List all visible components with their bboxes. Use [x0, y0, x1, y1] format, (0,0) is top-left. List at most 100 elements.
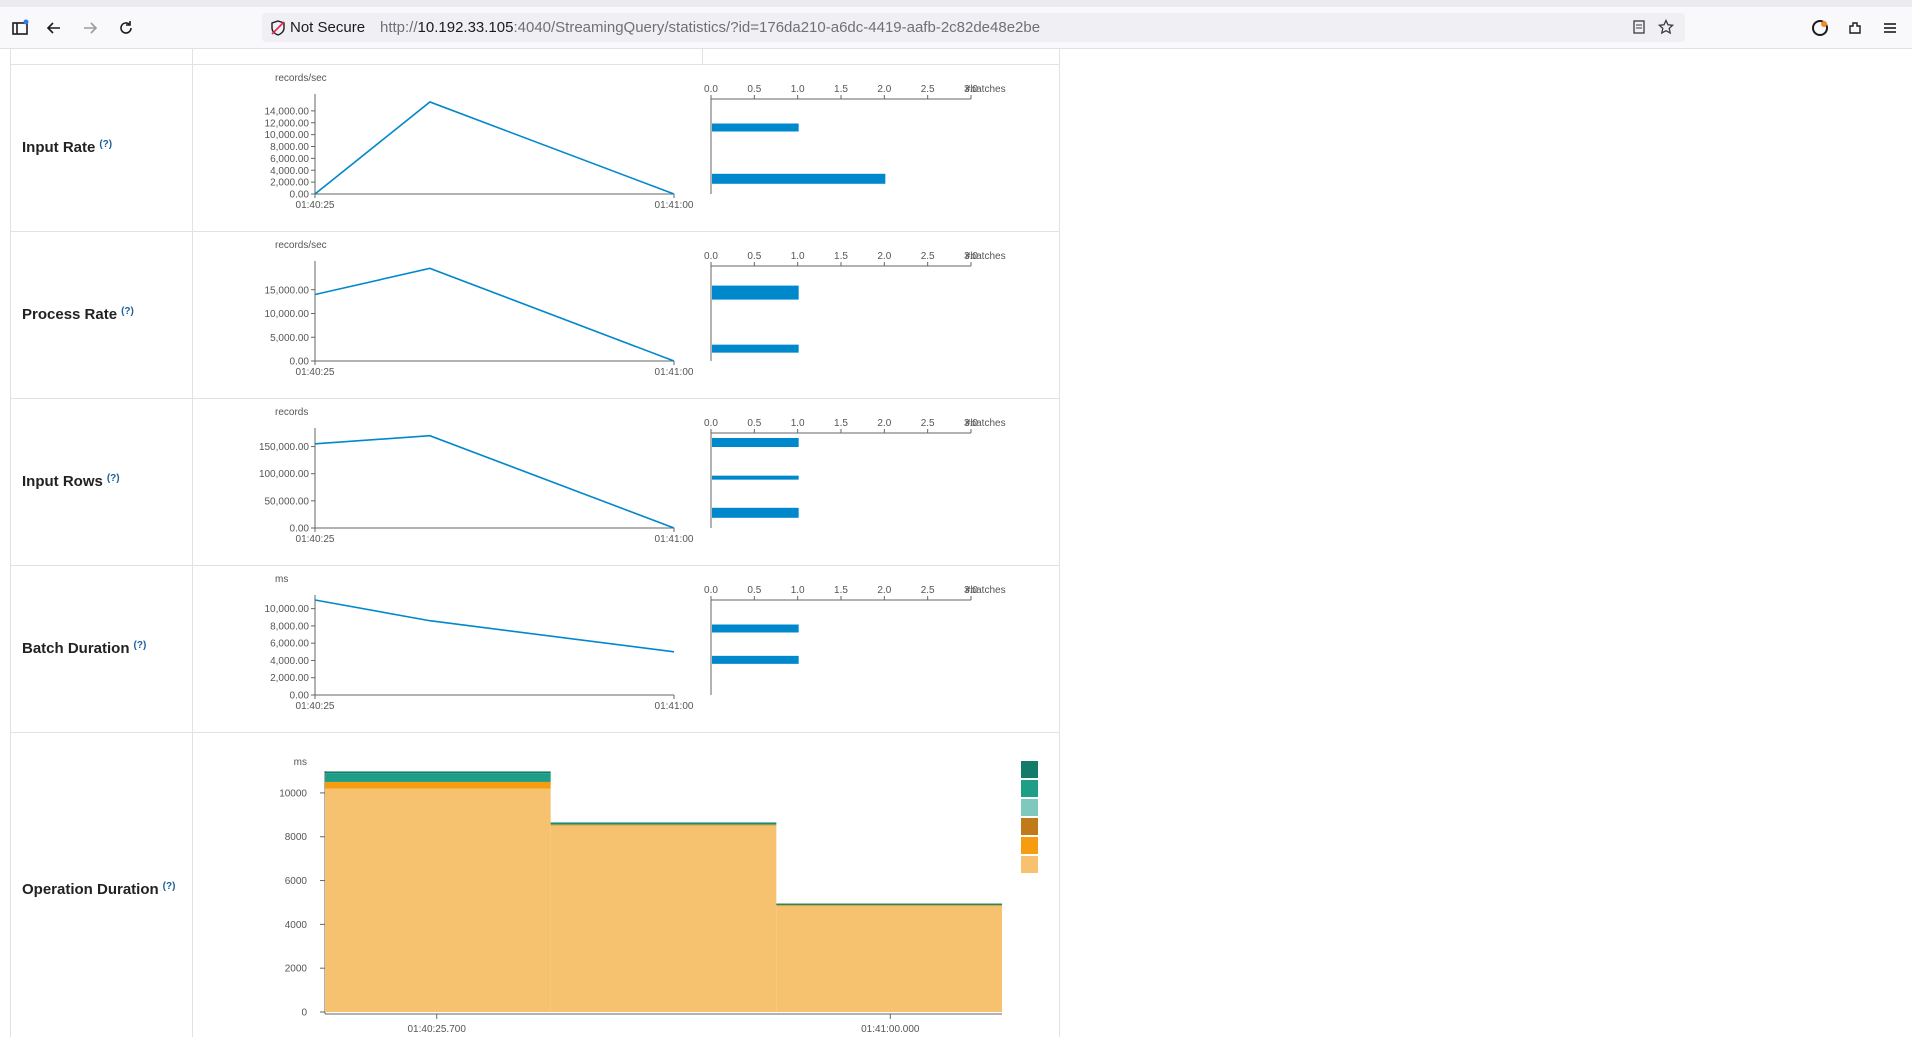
area-segment: [550, 824, 777, 826]
hist-x-tick-label: 1.5: [834, 418, 848, 429]
y-tick-label: 6000: [285, 876, 308, 887]
row-title: Batch Duration: [22, 640, 130, 657]
hist-x-tick-label: 2.5: [921, 585, 935, 596]
hist-x-tick-label: 2.0: [877, 418, 891, 429]
y-axis-unit-label: ms: [275, 574, 288, 585]
security-label: Not Secure: [290, 19, 366, 36]
hist-unit-label: #batches: [965, 418, 1006, 429]
help-tooltip-icon[interactable]: (?): [99, 139, 113, 150]
batch-duration-label: Batch Duration (?): [22, 640, 146, 657]
process-rate-label: Process Rate (?): [22, 306, 134, 323]
legend-swatch: [1021, 818, 1038, 835]
hist-unit-label: #batches: [965, 251, 1006, 262]
extensions-puzzle-icon[interactable]: [1843, 16, 1867, 40]
y-axis-unit-label: records: [275, 407, 308, 418]
tab-strip: [0, 0, 1912, 7]
menu-icon[interactable]: [1878, 16, 1902, 40]
hist-x-tick-label: 2.0: [877, 84, 891, 95]
y-tick-label: 10,000.00: [265, 130, 310, 141]
x-tick-label: 01:41:00.000: [861, 1024, 920, 1035]
sidebar-toggle-icon[interactable]: [8, 16, 32, 40]
input-rows-label: Input Rows (?): [22, 473, 120, 490]
row-divider: [10, 732, 1060, 733]
reader-mode-icon[interactable]: [1627, 15, 1651, 39]
security-indicator[interactable]: Not Secure: [270, 13, 365, 42]
hist-bar: [712, 123, 799, 132]
x-tick-label: 01:40:25: [296, 200, 335, 211]
hist-x-tick-label: 0.0: [704, 418, 718, 429]
input-rate-label: Input Rate (?): [22, 139, 112, 156]
hist-x-tick-label: 2.5: [921, 251, 935, 262]
y-tick-label: 5,000.00: [270, 333, 309, 344]
row-title: Process Rate: [22, 306, 118, 323]
hist-x-tick-label: 1.0: [791, 418, 805, 429]
area-segment: [325, 771, 551, 774]
y-axis-unit-label: records/sec: [275, 73, 327, 84]
hist-unit-label: #batches: [965, 84, 1006, 95]
legend-swatch: [1021, 856, 1038, 873]
y-tick-label: 8,000.00: [270, 621, 309, 632]
y-tick-label: 0.00: [290, 524, 310, 535]
area-segment: [776, 903, 1002, 905]
browser-toolbar: Not Secure http://10.192.33.105:4040/Str…: [0, 0, 1912, 49]
hist-x-tick-label: 1.0: [791, 585, 805, 596]
y-tick-label: 2,000.00: [270, 673, 309, 684]
legend-swatch: [1021, 837, 1038, 854]
hist-x-tick-label: 3.0: [964, 251, 978, 262]
table-border: [702, 49, 703, 64]
y-tick-label: 8000: [285, 832, 308, 843]
hist-x-tick-label: 1.0: [791, 84, 805, 95]
series-line: [314, 267, 675, 362]
x-tick-label: 01:40:25.700: [408, 1024, 467, 1035]
forward-icon[interactable]: [78, 16, 102, 40]
page-content: Input Rate (?) Process Rate (?) Input Rows…: [0, 49, 1912, 1037]
hist-x-tick-label: 1.5: [834, 251, 848, 262]
charts-canvas: records/sec0.002,000.004,000.006,000.008…: [259, 73, 1038, 1035]
hist-x-tick-label: 1.0: [791, 251, 805, 262]
help-tooltip-icon[interactable]: (?): [133, 640, 147, 651]
x-tick-label: 01:40:25: [296, 534, 335, 545]
series-line: [314, 434, 675, 529]
legend-swatch: [1021, 761, 1038, 778]
hist-bar: [712, 507, 799, 518]
row-title: Input Rate: [22, 139, 96, 156]
hist-x-tick-label: 2.5: [921, 84, 935, 95]
y-tick-label: 6,000.00: [270, 154, 309, 165]
hist-x-tick-label: 0.5: [747, 585, 761, 596]
hist-x-tick-label: 3.0: [964, 84, 978, 95]
back-icon[interactable]: [42, 16, 66, 40]
bookmark-star-icon[interactable]: [1654, 15, 1678, 39]
hist-unit-label: #batches: [965, 585, 1006, 596]
address-bar[interactable]: Not Secure http://10.192.33.105:4040/Str…: [262, 13, 1685, 42]
hist-x-tick-label: 1.5: [834, 585, 848, 596]
y-tick-label: 15,000.00: [265, 285, 310, 296]
hist-bar: [712, 624, 799, 633]
x-tick-label: 01:40:25: [296, 367, 335, 378]
hist-x-tick-label: 0.5: [747, 84, 761, 95]
row-divider: [10, 398, 1060, 399]
y-tick-label: 0: [301, 1008, 307, 1019]
help-tooltip-icon[interactable]: (?): [121, 306, 134, 317]
reload-icon[interactable]: [114, 16, 138, 40]
x-tick-label: 01:41:00: [655, 701, 694, 712]
help-tooltip-icon[interactable]: (?): [106, 473, 120, 484]
url-path: :4040/StreamingQuery/statistics/?id=176d…: [513, 19, 1041, 36]
hist-x-tick-label: 2.5: [921, 418, 935, 429]
help-tooltip-icon[interactable]: (?): [162, 881, 176, 892]
legend-swatch: [1021, 780, 1038, 797]
area-segment: [776, 905, 1002, 907]
hist-x-tick-label: 0.0: [704, 585, 718, 596]
row-title: Operation Duration: [22, 881, 159, 898]
y-tick-label: 0.00: [290, 357, 310, 368]
table-border: [192, 49, 193, 1037]
extension-icon[interactable]: [1808, 16, 1832, 40]
table-border: [10, 49, 11, 1037]
hist-x-tick-label: 0.0: [704, 251, 718, 262]
y-axis-unit-label: ms: [294, 757, 307, 768]
y-tick-label: 4,000.00: [270, 166, 309, 177]
row-divider: [10, 64, 1060, 65]
url-text[interactable]: http://10.192.33.105:4040/StreamingQuery…: [380, 13, 1040, 42]
y-tick-label: 100,000.00: [259, 469, 309, 480]
y-tick-label: 2,000.00: [270, 178, 309, 189]
hist-bar: [712, 655, 799, 664]
